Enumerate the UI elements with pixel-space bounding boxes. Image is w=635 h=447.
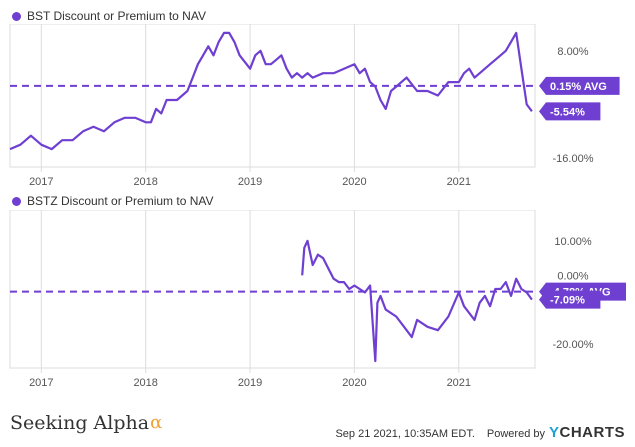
x-tick-label: 2017 (29, 176, 53, 188)
avg-tag-bg (539, 76, 620, 95)
plot-frame (9, 24, 536, 168)
last-value-tag-bg (539, 290, 601, 309)
avg-tag-text: 0.15% AVG (550, 81, 607, 93)
legend-dot-icon (12, 196, 21, 206)
last-value-tag: -5.54% (539, 102, 601, 121)
x-tick-label: 2019 (238, 377, 262, 389)
x-tick-label: 2017 (29, 377, 53, 389)
legend-label: BSTZ Discount or Premium to NAV (27, 194, 214, 208)
powered-by: Powered by (486, 428, 545, 440)
plot-frame (9, 210, 536, 369)
last-value-tag: -7.09% (539, 290, 601, 309)
avg-tag: 0.15% AVG (539, 76, 620, 95)
timestamp: Sep 21 2021, 10:35AM EDT. (335, 428, 475, 440)
legend-bstz: BSTZ Discount or Premium to NAV (12, 194, 214, 208)
x-tick-label: 2020 (342, 176, 366, 188)
legend-dot-icon (12, 11, 21, 21)
y-tick-label: 0.00% (557, 270, 588, 282)
last-value-tag-text: -5.54% (550, 106, 585, 118)
x-tick-label: 2018 (133, 377, 157, 389)
bstz-chart: 2017201820192020202110.00%0.00%-20.00%-4… (9, 210, 626, 389)
last-value-tag-text: -7.09% (550, 295, 585, 307)
series-line (9, 31, 533, 151)
ycharts-logo: YCHARTS (548, 424, 625, 441)
x-tick-label: 2018 (133, 176, 157, 188)
last-value-tag-bg (539, 102, 601, 121)
x-tick-label: 2021 (447, 377, 471, 389)
y-tick-label: 10.00% (554, 236, 592, 248)
footer-credit: Sep 21 2021, 10:35AM EDT. Powered by YCH… (335, 424, 625, 441)
series-line (301, 239, 533, 363)
y-tick-label: 8.00% (557, 46, 588, 58)
seeking-alpha-logo: Seeking Alphaα (10, 412, 163, 434)
x-tick-label: 2021 (447, 176, 471, 188)
y-tick-label: -20.00% (553, 339, 594, 351)
x-tick-label: 2020 (342, 377, 366, 389)
legend-bst: BST Discount or Premium to NAV (12, 9, 206, 23)
bst-chart: 201720182019202020218.00%0.00%-16.00%0.1… (9, 24, 620, 188)
x-tick-label: 2019 (238, 176, 262, 188)
legend-label: BST Discount or Premium to NAV (27, 9, 206, 23)
y-tick-label: -16.00% (553, 153, 594, 165)
